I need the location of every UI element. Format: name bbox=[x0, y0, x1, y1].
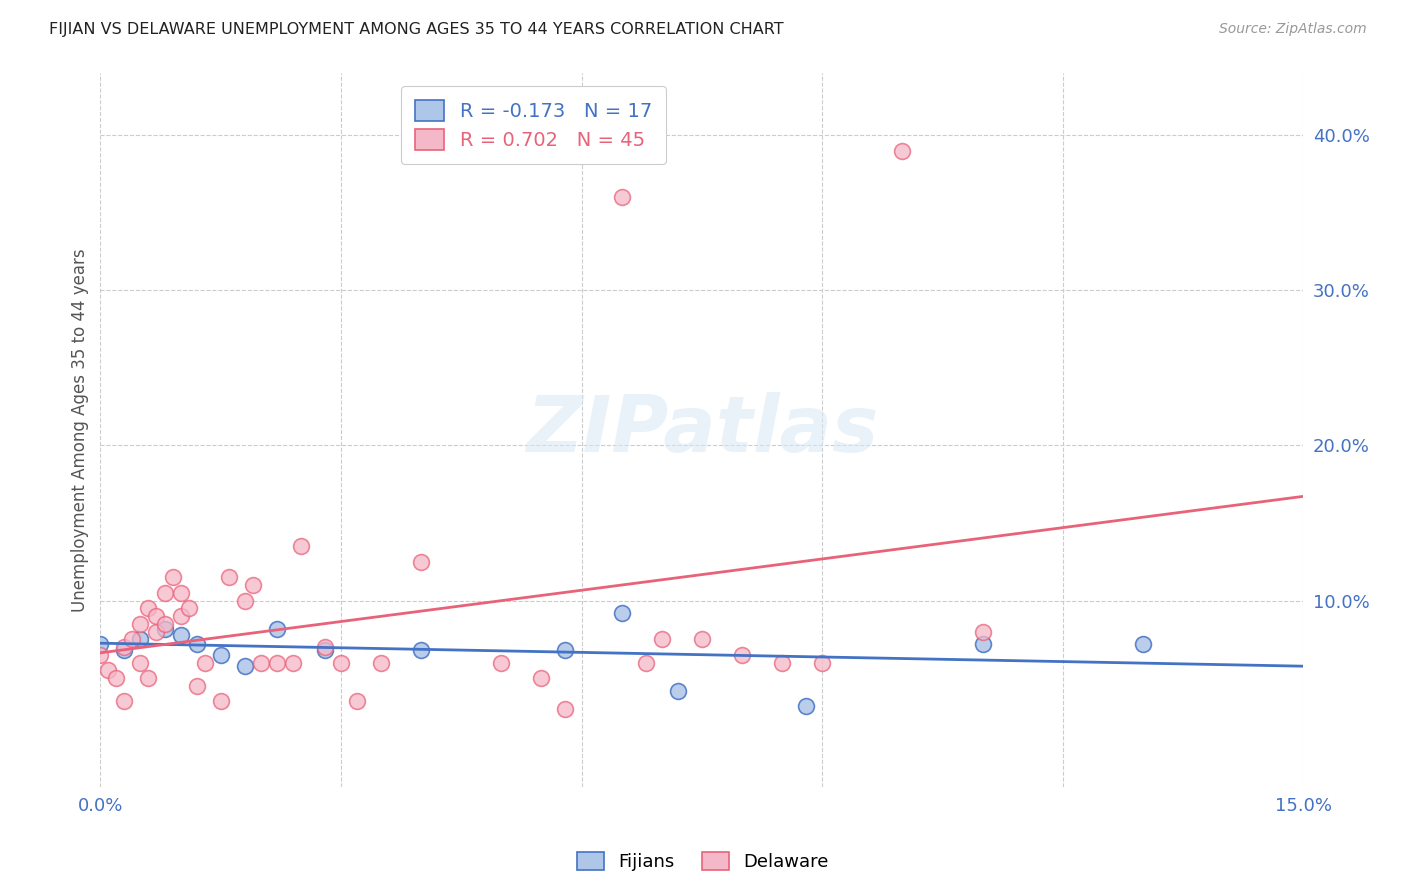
Point bbox=[610, 606, 633, 620]
Point bbox=[666, 683, 689, 698]
Point bbox=[1132, 637, 1154, 651]
Point bbox=[209, 648, 232, 662]
Point bbox=[112, 694, 135, 708]
Point bbox=[145, 624, 167, 639]
Point bbox=[370, 656, 392, 670]
Point bbox=[177, 601, 200, 615]
Point bbox=[169, 609, 191, 624]
Text: FIJIAN VS DELAWARE UNEMPLOYMENT AMONG AGES 35 TO 44 YEARS CORRELATION CHART: FIJIAN VS DELAWARE UNEMPLOYMENT AMONG AG… bbox=[49, 22, 783, 37]
Point bbox=[242, 578, 264, 592]
Point bbox=[121, 632, 143, 647]
Point bbox=[112, 643, 135, 657]
Point bbox=[891, 144, 914, 158]
Point bbox=[153, 616, 176, 631]
Point bbox=[194, 656, 217, 670]
Point bbox=[129, 656, 152, 670]
Point bbox=[145, 609, 167, 624]
Point bbox=[314, 640, 336, 655]
Point bbox=[266, 622, 288, 636]
Legend: R = -0.173   N = 17, R = 0.702   N = 45: R = -0.173 N = 17, R = 0.702 N = 45 bbox=[401, 87, 665, 163]
Point bbox=[138, 601, 160, 615]
Point bbox=[169, 628, 191, 642]
Point bbox=[169, 586, 191, 600]
Point bbox=[112, 640, 135, 655]
Point bbox=[554, 702, 576, 716]
Legend: Fijians, Delaware: Fijians, Delaware bbox=[569, 845, 837, 879]
Point bbox=[651, 632, 673, 647]
Point bbox=[233, 658, 256, 673]
Point bbox=[209, 694, 232, 708]
Y-axis label: Unemployment Among Ages 35 to 44 years: Unemployment Among Ages 35 to 44 years bbox=[72, 248, 89, 612]
Text: ZIPatlas: ZIPatlas bbox=[526, 392, 877, 468]
Point bbox=[346, 694, 368, 708]
Point bbox=[610, 190, 633, 204]
Point bbox=[794, 699, 817, 714]
Point bbox=[97, 664, 120, 678]
Point bbox=[105, 671, 128, 685]
Point bbox=[89, 648, 111, 662]
Point bbox=[162, 570, 184, 584]
Point bbox=[138, 671, 160, 685]
Point bbox=[972, 637, 994, 651]
Point bbox=[153, 622, 176, 636]
Point bbox=[770, 656, 793, 670]
Point bbox=[266, 656, 288, 670]
Point bbox=[634, 656, 657, 670]
Point bbox=[530, 671, 553, 685]
Text: Source: ZipAtlas.com: Source: ZipAtlas.com bbox=[1219, 22, 1367, 37]
Point bbox=[89, 637, 111, 651]
Point bbox=[972, 624, 994, 639]
Point bbox=[314, 643, 336, 657]
Point bbox=[153, 586, 176, 600]
Point bbox=[218, 570, 240, 584]
Point bbox=[411, 643, 433, 657]
Point bbox=[731, 648, 754, 662]
Point bbox=[281, 656, 304, 670]
Point bbox=[186, 679, 208, 693]
Point bbox=[290, 539, 312, 553]
Point bbox=[491, 656, 513, 670]
Point bbox=[811, 656, 834, 670]
Point bbox=[129, 632, 152, 647]
Point bbox=[329, 656, 352, 670]
Point bbox=[233, 593, 256, 607]
Point bbox=[554, 643, 576, 657]
Point bbox=[129, 616, 152, 631]
Point bbox=[249, 656, 271, 670]
Point bbox=[186, 637, 208, 651]
Point bbox=[411, 555, 433, 569]
Point bbox=[690, 632, 713, 647]
